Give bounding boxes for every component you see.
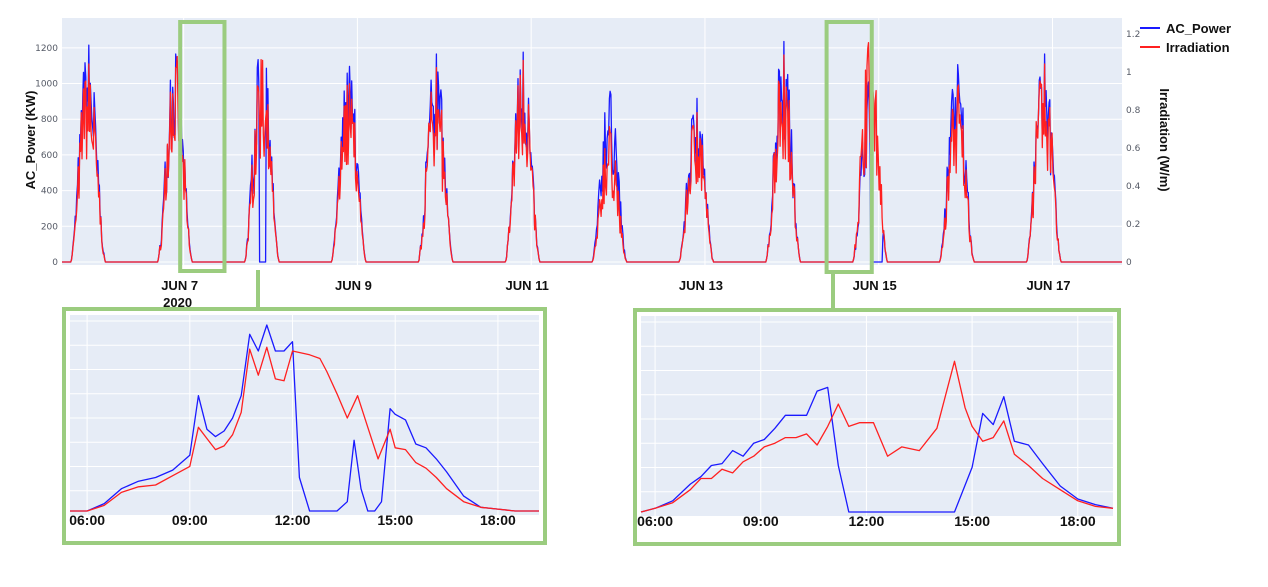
main-series-lines xyxy=(62,40,1122,263)
x-tick-sublabel: 2020 xyxy=(163,295,192,310)
y-tick-label: 400 xyxy=(41,187,58,197)
zoom-x-tick-label: 15:00 xyxy=(377,512,413,528)
zoom-x-tick-label: 18:00 xyxy=(480,512,516,528)
main-x-axis: JUN 7 2020 JUN 9 JUN 11 JUN 13 JUN 15 JUN 17 xyxy=(161,278,1070,310)
legend: AC_Power Irradiation xyxy=(1140,21,1231,55)
y-tick-label: 800 xyxy=(41,115,58,125)
main-grid xyxy=(62,18,1122,265)
zoom-plot-area xyxy=(641,316,1113,516)
y-tick-label: 1000 xyxy=(35,80,58,90)
y2-tick-label: 0.2 xyxy=(1126,220,1140,230)
x-tick-label: JUN 17 xyxy=(1026,278,1070,293)
highlight-box xyxy=(178,20,227,273)
y-tick-label: 600 xyxy=(41,151,58,161)
y2-tick-label: 0.8 xyxy=(1126,106,1141,116)
zoom-x-tick-label: 15:00 xyxy=(954,513,990,529)
zoom-x-tick-label: 12:00 xyxy=(849,513,885,529)
legend-label-irradiation: Irradiation xyxy=(1166,40,1230,55)
y-tick-label: 200 xyxy=(41,222,58,232)
series-line-irradiation xyxy=(62,41,1122,263)
legend-label-ac-power: AC_Power xyxy=(1166,21,1231,36)
main-y-axis: 0 200 400 600 800 1000 1200 xyxy=(35,44,58,268)
x-tick-label: JUN 7 xyxy=(161,278,198,293)
zoom-x-tick-label: 09:00 xyxy=(172,512,208,528)
x-tick-label: JUN 11 xyxy=(505,278,548,293)
y2-tick-label: 0.6 xyxy=(1126,144,1141,154)
y2-tick-label: 0 xyxy=(1126,258,1132,268)
y2-tick-label: 1.2 xyxy=(1126,30,1140,40)
zoom-series-line-irradiation xyxy=(70,346,539,512)
zoom-panel-jun14: 06:00 09:00 12:00 15:00 18:00 xyxy=(633,308,1121,546)
highlight-box xyxy=(824,20,874,274)
y-axis-title: AC_Power (KW) xyxy=(23,91,38,190)
zoom-plot-area xyxy=(70,315,539,515)
zoom-series-line-ac-power xyxy=(640,386,1114,513)
highlight-boxes xyxy=(178,20,874,274)
zoom-x-tick-label: 06:00 xyxy=(69,512,105,528)
zoom-x-tick-label: 12:00 xyxy=(275,512,311,528)
x-tick-label: JUN 15 xyxy=(853,278,897,293)
zoom-x-tick-label: 06:00 xyxy=(637,513,673,529)
zoom-series-line-ac-power xyxy=(70,324,539,512)
zoom-x-tick-label: 18:00 xyxy=(1060,513,1096,529)
zoom-panel-jun7: 06:00 09:00 12:00 15:00 18:00 xyxy=(62,307,547,545)
y-tick-label: 0 xyxy=(52,258,58,268)
y2-axis-title: Irradiation (W/m) xyxy=(1157,88,1172,191)
x-tick-label: JUN 9 xyxy=(335,278,372,293)
main-y2-axis: 0 0.2 0.4 0.6 0.8 1 1.2 xyxy=(1126,30,1141,268)
x-tick-label: JUN 13 xyxy=(679,278,723,293)
y2-tick-label: 0.4 xyxy=(1126,182,1141,192)
y-tick-label: 1200 xyxy=(35,44,58,54)
zoom-x-tick-label: 09:00 xyxy=(743,513,779,529)
zoom-series-line-irradiation xyxy=(640,360,1114,513)
y2-tick-label: 1 xyxy=(1126,68,1132,78)
